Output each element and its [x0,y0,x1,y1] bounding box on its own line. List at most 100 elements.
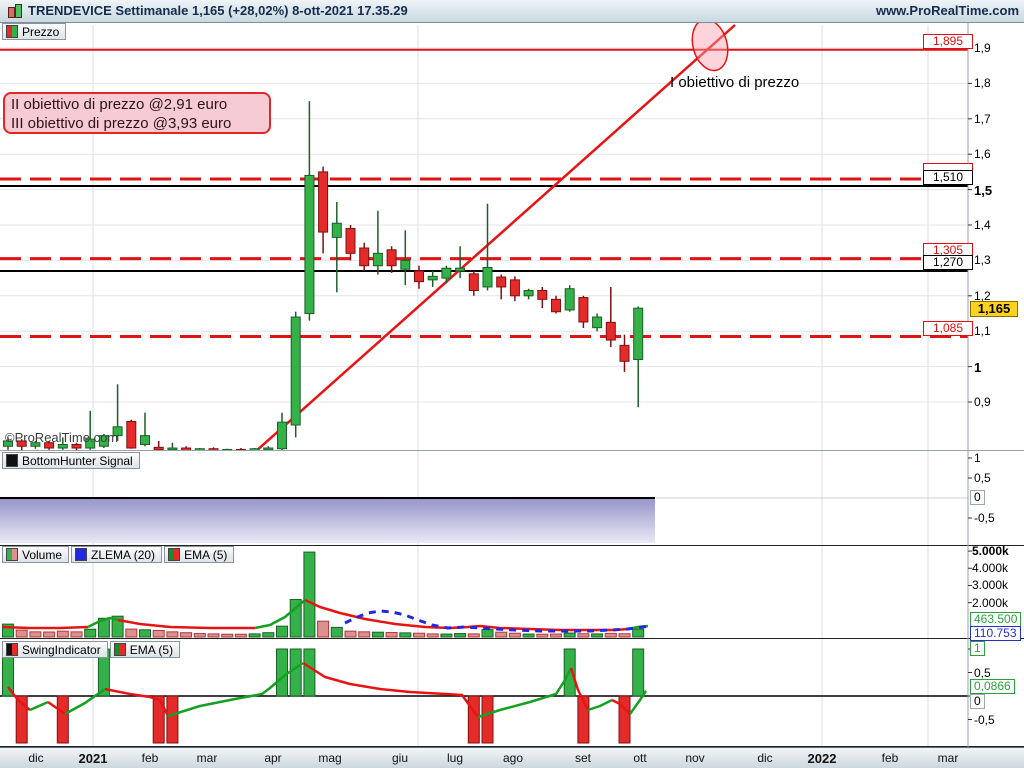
titlebar-candle-icon [15,4,22,18]
candle-body [3,440,13,447]
candle-body [304,174,315,314]
volume-ema5-line [304,598,629,632]
target-1-text[interactable]: I obiettivo di prezzo [670,74,800,91]
swing-value-box: 0,0866 [970,679,1015,694]
volume-bar [440,633,453,638]
volume-tick-label: 2.000k [972,595,1009,610]
month-label-mar[interactable]: mar [937,751,959,765]
legend-chip-label: ZLEMA (20) [91,547,156,562]
swing-value-box: 1 [970,641,985,656]
price-tick-label: 1,5 [974,182,993,198]
watermark: ©ProRealTime.com [5,430,119,445]
volume-bar [413,632,425,638]
volume-bar [330,626,343,638]
trend-line[interactable] [255,24,736,452]
month-label-apr[interactable]: apr [264,751,282,765]
month-label-2021[interactable]: 2021 [78,751,108,766]
volume-bar [536,633,549,638]
candle-body [57,443,68,449]
legend-chip-prezzo[interactable]: Prezzo [2,23,67,40]
swing-ema5-line [302,661,480,718]
volume-bar [193,633,206,638]
swing-legend: SwingIndicator EMA (5) [2,641,181,658]
candle-body [359,247,370,267]
month-label-ago[interactable]: ago [502,751,524,765]
month-label-dic[interactable]: dic [757,751,773,765]
swing-value-box: 0 [970,694,985,709]
volume-bar [604,632,617,638]
candle-body [633,307,644,361]
candle-body [509,279,520,297]
candle-body [372,252,383,267]
volume-zlema20-line [344,609,651,633]
volume-bar [234,633,247,638]
volume-bar [70,631,83,638]
volume-bar [399,632,412,638]
month-label-set[interactable]: set [574,751,592,765]
bottomhunter-tick-label: 0,5 [974,471,991,485]
legend-chip-label: SwingIndicator [22,642,101,657]
swing-bar-down [56,695,69,744]
month-label-ott[interactable]: ott [633,751,647,765]
swing-ema5-line [628,690,648,715]
legend-chip-zlema-20-[interactable]: ZLEMA (20) [71,546,163,563]
swing-ema5-line [64,687,106,716]
volume-bar [385,632,398,638]
volume-bar [125,628,138,638]
candle-body [112,426,123,437]
month-label-2022[interactable]: 2022 [807,751,837,766]
indicator-color-icon [113,643,126,656]
volume-bar [84,628,97,638]
volume-bar [317,620,330,638]
titlebar-candle-icon [8,7,15,18]
target-circle-drawing[interactable] [687,15,733,74]
legend-chip-ema-5-[interactable]: EMA (5) [109,641,181,658]
legend-chip-bottomhunter-signal[interactable]: BottomHunter Signal [2,452,140,469]
legend-chip-ema-5-[interactable]: EMA (5) [164,546,235,563]
candle-body [98,435,109,447]
target-3-text: III obiettivo di prezzo @3,93 euro [11,115,232,132]
month-label-giu[interactable]: giu [391,751,409,765]
indicator-color-icon [6,643,18,656]
candle-body [331,222,342,238]
level-label-1,085: 1,085 [923,320,973,336]
month-label-dic[interactable]: dic [28,751,44,765]
price-tick-label: 1,1 [974,324,991,339]
price-target-annotation-box[interactable]: II obiettivo di prezzo @2,91 euro III ob… [3,92,271,134]
volume-bar [344,630,357,638]
month-label-lug[interactable]: lug [446,751,464,765]
volume-bar [563,632,576,638]
candle-body [578,297,589,323]
time-axis[interactable] [0,747,1024,768]
volume-bar [289,599,302,638]
month-label-feb[interactable]: feb [881,751,899,765]
target-2-text: II obiettivo di prezzo @2,91 euro [11,96,228,113]
price-tick-label: 1,8 [974,76,991,91]
price-tick-label: 1,4 [974,218,991,232]
legend-chip-volume[interactable]: Volume [2,546,70,563]
swing-ema5-line [47,700,66,716]
month-label-feb[interactable]: feb [141,751,159,765]
swing-bar-down [15,695,28,744]
candle-body [249,448,260,450]
candle-body [537,289,548,300]
swing-ema5-line [104,687,170,717]
candle-body [441,267,452,279]
legend-chip-swingindicator[interactable]: SwingIndicator [2,641,108,658]
bottomhunter-value-box: 0 [970,490,985,505]
prorealtime-url[interactable]: www.ProRealTime.com [875,3,1019,18]
candle-body [290,316,301,426]
month-label-nov[interactable]: nov [685,751,705,765]
volume-bar [15,629,28,638]
candle-body [181,447,192,450]
candle-body [414,270,424,283]
month-label-mar[interactable]: mar [196,751,218,765]
candle-body [263,447,274,450]
month-label-mag[interactable]: mag [318,751,342,765]
candle-body [71,443,82,449]
price-tick-label: 1 [974,359,982,375]
price-tick-label: 0,9 [974,395,991,409]
volume-bar [454,633,467,638]
swing-bar-down [166,695,179,744]
